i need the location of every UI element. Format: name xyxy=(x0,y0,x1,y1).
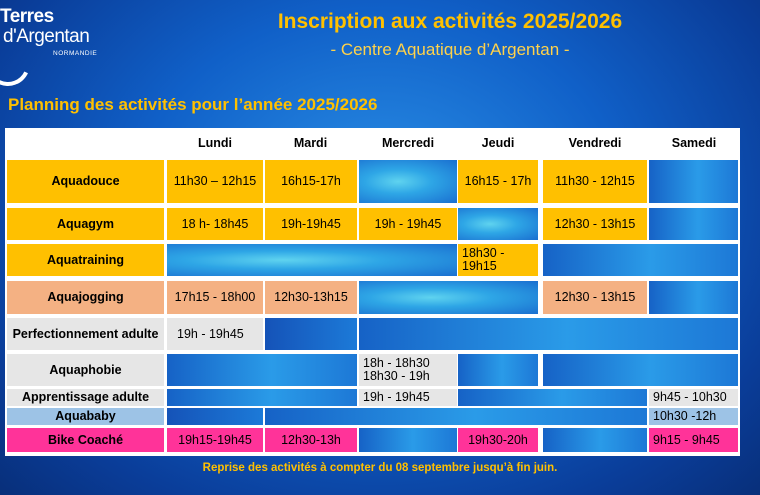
cell-perfectionnement-lundi: 19h - 19h45 xyxy=(167,318,263,350)
cell-aquajogging-mardi: 12h30-13h15 xyxy=(265,281,357,314)
cell-apprentissage-samedi: 9h45 - 10h30 xyxy=(649,389,738,406)
cell-perfectionnement-mercredi-samedi xyxy=(359,318,738,350)
activity-bike-coache: Bike Coaché xyxy=(7,428,164,452)
cell-aquajogging-lundi: 17h15 - 18h00 xyxy=(167,281,263,314)
cell-aquadouce-mercredi xyxy=(359,160,457,203)
logo-line-2: d'Argentan xyxy=(3,26,90,47)
cell-bike-lundi: 19h15-19h45 xyxy=(167,428,263,452)
page-title: Inscription aux activités 2025/2026 xyxy=(277,10,623,33)
cell-aquajogging-samedi xyxy=(649,281,738,314)
cell-apprentissage-lundi-mardi xyxy=(167,389,357,406)
footer-note: Reprise des activités à compter du 08 se… xyxy=(202,462,558,474)
cell-aquadouce-samedi xyxy=(649,160,738,203)
cell-aquagym-samedi xyxy=(649,208,738,240)
cell-aquaphobie-jeudi xyxy=(458,354,538,386)
cell-aquatraining-lundi-mercredi xyxy=(167,244,457,276)
cell-bike-samedi: 9h15 - 9h45 xyxy=(649,428,738,452)
activity-aquababy: Aquababy xyxy=(7,408,164,425)
cell-aquagym-vendredi: 12h30 - 13h15 xyxy=(543,208,647,240)
header-samedi: Samedi xyxy=(671,135,717,150)
cell-aquagym-lundi: 18 h- 18h45 xyxy=(167,208,263,240)
cell-perfectionnement-mardi xyxy=(265,318,357,350)
activity-aquajogging: Aquajogging xyxy=(7,281,164,314)
cell-aquababy-samedi: 10h30 -12h xyxy=(649,408,738,425)
logo-line-1: Terres xyxy=(0,6,54,27)
cell-aquagym-mardi: 19h-19h45 xyxy=(265,208,357,240)
activity-apprentissage: Apprentissage adulte xyxy=(7,389,164,406)
cell-aquagym-mercredi: 19h - 19h45 xyxy=(359,208,457,240)
cell-aquababy-lundi xyxy=(167,408,263,425)
schedule-table: Lundi Mardi Mercredi Jeudi Vendredi Same… xyxy=(5,128,740,456)
activity-perfectionnement: Perfectionnement adulte xyxy=(7,318,164,350)
cell-aquadouce-lundi: 11h30 – 12h15 xyxy=(167,160,263,203)
cell-aquatraining-vendredi-samedi xyxy=(543,244,738,276)
cell-aquadouce-jeudi: 16h15 - 17h xyxy=(458,160,538,203)
header-mardi: Mardi xyxy=(293,135,328,150)
cell-apprentissage-mercredi: 19h - 19h45 xyxy=(359,389,457,406)
cell-aquajogging-vendredi: 12h30 - 13h15 xyxy=(543,281,647,314)
header-lundi: Lundi xyxy=(197,135,232,150)
cell-aquababy-mardi-vendredi xyxy=(265,408,647,425)
logo-line-3: NORMANDIE xyxy=(53,50,98,57)
cell-aquaphobie-vendredi-samedi xyxy=(543,354,738,386)
cell-aquaphobie-mercredi: 18h - 18h30 18h30 - 19h xyxy=(359,354,457,386)
header-mercredi: Mercredi xyxy=(381,135,435,150)
cell-aquajogging-mercredi-jeudi xyxy=(359,281,538,314)
activity-aquadouce: Aquadouce xyxy=(7,160,164,203)
cell-aquaphobie-lundi-mardi xyxy=(167,354,357,386)
cell-aquadouce-mardi: 16h15-17h xyxy=(265,160,357,203)
cell-bike-mercredi xyxy=(359,428,457,452)
activity-aquatraining: Aquatraining xyxy=(7,244,164,276)
section-title: Planning des activités pour l’année 2025… xyxy=(8,95,378,114)
cell-aquatraining-jeudi: 18h30 - 19h15 xyxy=(458,244,538,276)
activity-aquaphobie: Aquaphobie xyxy=(7,354,164,386)
header-jeudi: Jeudi xyxy=(481,135,515,150)
cell-bike-mardi: 12h30-13h xyxy=(265,428,357,452)
header-vendredi: Vendredi xyxy=(568,135,622,150)
cell-aquadouce-vendredi: 11h30 - 12h15 xyxy=(543,160,647,203)
activity-aquagym: Aquagym xyxy=(7,208,164,240)
page-subtitle: - Centre Aquatique d’Argentan - xyxy=(330,40,570,59)
cell-apprentissage-jeudi-vendredi xyxy=(458,389,647,406)
cell-bike-vendredi xyxy=(543,428,647,452)
cell-aquagym-jeudi xyxy=(458,208,538,240)
cell-bike-jeudi: 19h30-20h xyxy=(458,428,538,452)
